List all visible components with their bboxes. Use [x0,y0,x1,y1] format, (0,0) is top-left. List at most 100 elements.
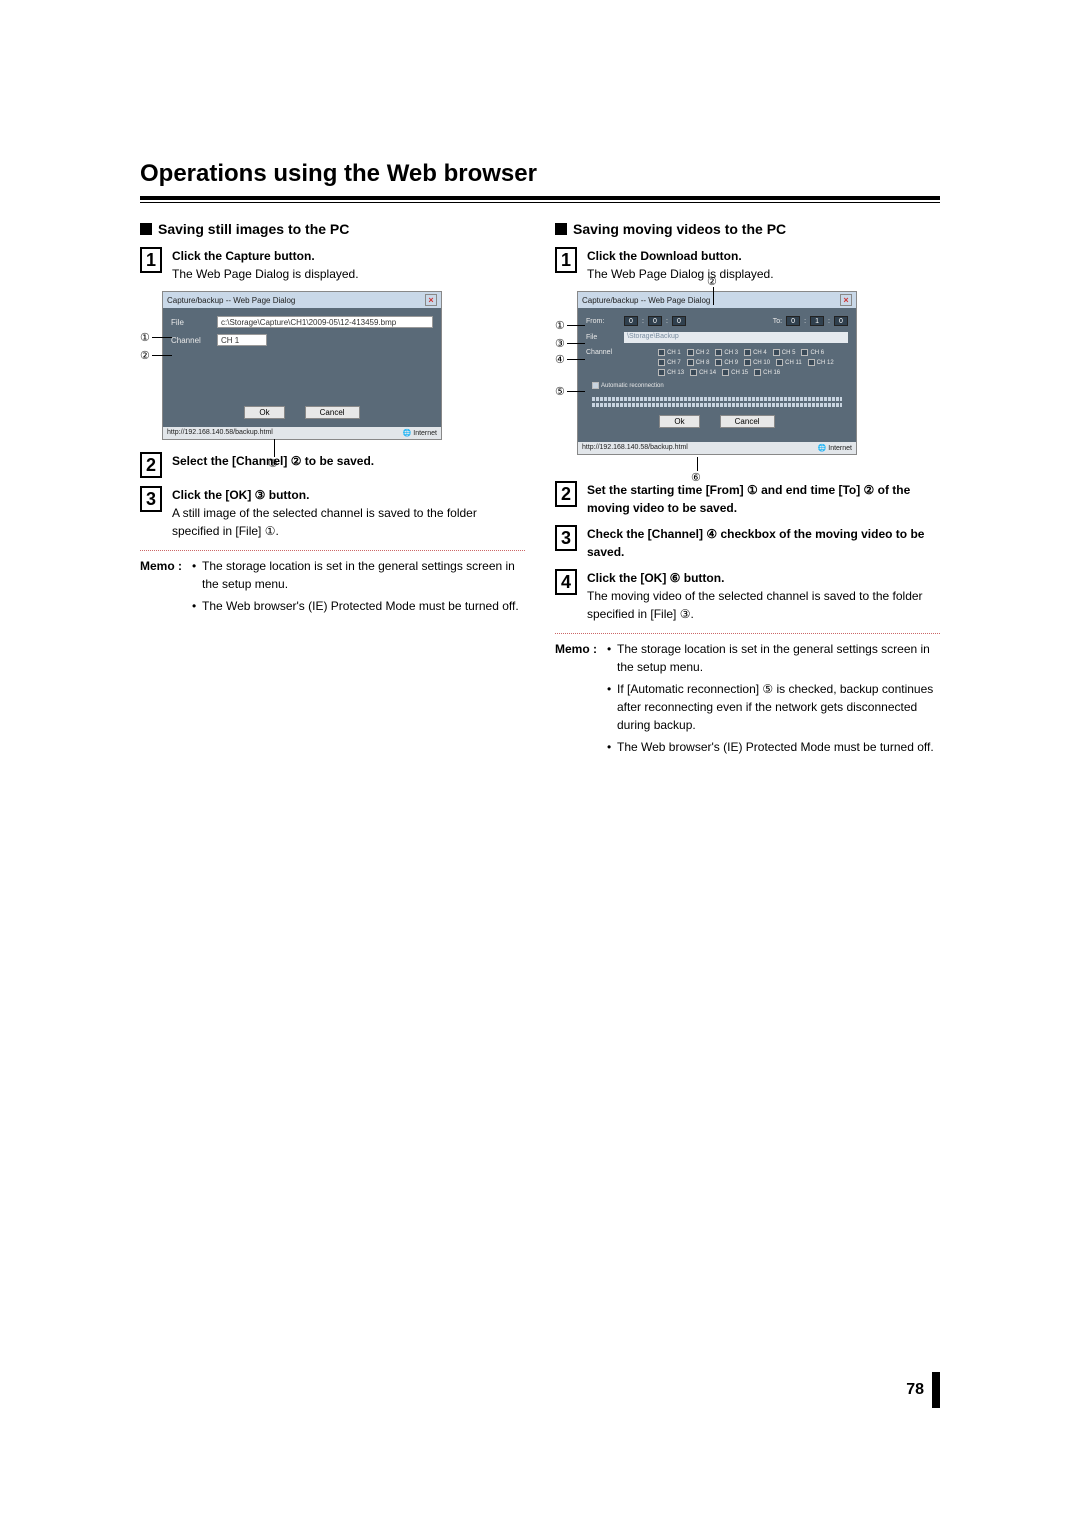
step-bold: Click the [OK] ③ button. [172,486,525,504]
left-step-3: 3 Click the [OK] ③ button. A still image… [140,486,525,540]
memo-item: The storage location is set in the gener… [607,640,940,676]
page-number-bar-icon [932,1372,940,1408]
capture-dialog-figure: ① ② Capture/backup -- Web Page Dialog × … [162,291,525,440]
from-h[interactable]: 0 [624,316,638,326]
callout-5: ⑤ [555,385,565,398]
from-m[interactable]: 0 [648,316,662,326]
callout-3: ③ [555,337,565,350]
memo-item: If [Automatic reconnection] ⑤ is checked… [607,680,940,734]
file-label: File [586,334,620,341]
left-heading-text: Saving still images to the PC [158,221,349,237]
cancel-button[interactable]: Cancel [720,415,775,428]
dialog-zone: 🌐 Internet [818,444,852,452]
ok-button[interactable]: Ok [659,415,699,428]
step-text: A still image of the selected channel is… [172,504,525,540]
left-heading: Saving still images to the PC [140,221,525,237]
channel-select[interactable]: CH 1 [217,334,267,346]
title-rule [140,196,940,203]
right-step-1: 1 Click the Download button. The Web Pag… [555,247,940,283]
memo-item: The storage location is set in the gener… [192,557,525,593]
channel-checkbox[interactable]: CH 14 [690,369,716,376]
channel-checkbox[interactable]: CH 5 [773,349,796,356]
download-dialog: Capture/backup -- Web Page Dialog × From… [577,291,857,455]
step-number: 3 [555,525,577,551]
page-footer: 78 [906,1372,940,1408]
channel-checkbox[interactable]: CH 2 [687,349,710,356]
from-s[interactable]: 0 [672,316,686,326]
callout-1: ① [555,319,565,332]
close-icon[interactable]: × [840,294,852,306]
left-step-1: 1 Click the Capture button. The Web Page… [140,247,525,283]
channel-checkbox[interactable]: CH 6 [801,349,824,356]
right-step-4: 4 Click the [OK] ⑥ button. The moving vi… [555,569,940,623]
page-number: 78 [906,1381,924,1399]
step-bold: Click the Download button. [587,247,940,265]
step-bold: Click the [OK] ⑥ button. [587,569,940,587]
right-step-2: 2 Set the starting time [From] ① and end… [555,481,940,517]
callout-1: ① [140,331,150,344]
dotted-separator [140,550,525,551]
right-column: Saving moving videos to the PC 1 Click t… [555,221,940,764]
callout-3: ③ [268,457,278,470]
channel-checkbox[interactable]: CH 13 [658,369,684,376]
step-bold: Check the [Channel] ④ checkbox of the mo… [587,525,940,561]
channel-checkbox[interactable]: CH 4 [744,349,767,356]
right-step-3: 3 Check the [Channel] ④ checkbox of the … [555,525,940,561]
file-field[interactable]: c:\Storage\Capture\CH1\2009-05\12-413459… [217,316,433,328]
channel-checkbox-grid: CH 1 CH 2 CH 3 CH 4 CH 5 CH 6 CH 7 CH 8 … [658,349,848,376]
channel-checkbox[interactable]: CH 15 [722,369,748,376]
callout-2: ② [707,275,717,288]
step-text: The Web Page Dialog is displayed. [172,265,525,283]
memo-item: The Web browser's (IE) Protected Mode mu… [192,597,525,615]
progress-bars [592,397,842,407]
step-number: 2 [555,481,577,507]
right-heading-text: Saving moving videos to the PC [573,221,786,237]
dialog-title: Capture/backup -- Web Page Dialog [582,296,710,305]
from-label: From: [586,318,620,325]
dialog-zone: 🌐 Internet [403,429,437,437]
to-m[interactable]: 1 [810,316,824,326]
callout-6: ⑥ [691,471,701,484]
dialog-url: http://192.168.140.58/backup.html [167,429,273,437]
file-field[interactable]: \Storage\Backup [624,332,848,343]
dotted-separator [555,633,940,634]
left-column: Saving still images to the PC 1 Click th… [140,221,525,764]
channel-checkbox[interactable]: CH 9 [715,359,738,366]
file-label: File [171,318,211,327]
callout-4: ④ [555,353,565,366]
memo-item: The Web browser's (IE) Protected Mode mu… [607,738,940,756]
right-heading: Saving moving videos to the PC [555,221,940,237]
memo-label: Memo : [555,640,603,760]
channel-label: Channel [171,336,211,345]
step-text: The Web Page Dialog is displayed. [587,265,940,283]
to-s[interactable]: 0 [834,316,848,326]
close-icon[interactable]: × [425,294,437,306]
channel-checkbox[interactable]: CH 10 [744,359,770,366]
download-dialog-figure: ② ① ③ ④ ⑤ Capture/backup -- Web Page Dia… [577,291,940,455]
to-label: To: [773,318,782,325]
channel-checkbox[interactable]: CH 1 [658,349,681,356]
step-number: 1 [555,247,577,273]
dialog-url: http://192.168.140.58/backup.html [582,444,688,452]
channel-checkbox[interactable]: CH 8 [687,359,710,366]
channel-label: Channel [586,349,612,356]
channel-checkbox[interactable]: CH 16 [754,369,780,376]
right-memo: Memo : The storage location is set in th… [555,640,940,760]
ok-button[interactable]: Ok [244,406,284,419]
cancel-button[interactable]: Cancel [305,406,360,419]
channel-checkbox[interactable]: CH 11 [776,359,802,366]
capture-dialog: Capture/backup -- Web Page Dialog × File… [162,291,442,440]
channel-checkbox[interactable]: CH 3 [715,349,738,356]
auto-reconnect-checkbox[interactable]: Automatic reconnection [592,382,664,389]
step-number: 2 [140,452,162,478]
channel-checkbox[interactable]: CH 12 [808,359,834,366]
square-bullet-icon [140,223,152,235]
channel-checkbox[interactable]: CH 7 [658,359,681,366]
callout-2: ② [140,349,150,362]
step-bold: Click the Capture button. [172,247,525,265]
step-text: The moving video of the selected channel… [587,587,940,623]
step-number: 4 [555,569,577,595]
to-h[interactable]: 0 [786,316,800,326]
step-number: 1 [140,247,162,273]
square-bullet-icon [555,223,567,235]
